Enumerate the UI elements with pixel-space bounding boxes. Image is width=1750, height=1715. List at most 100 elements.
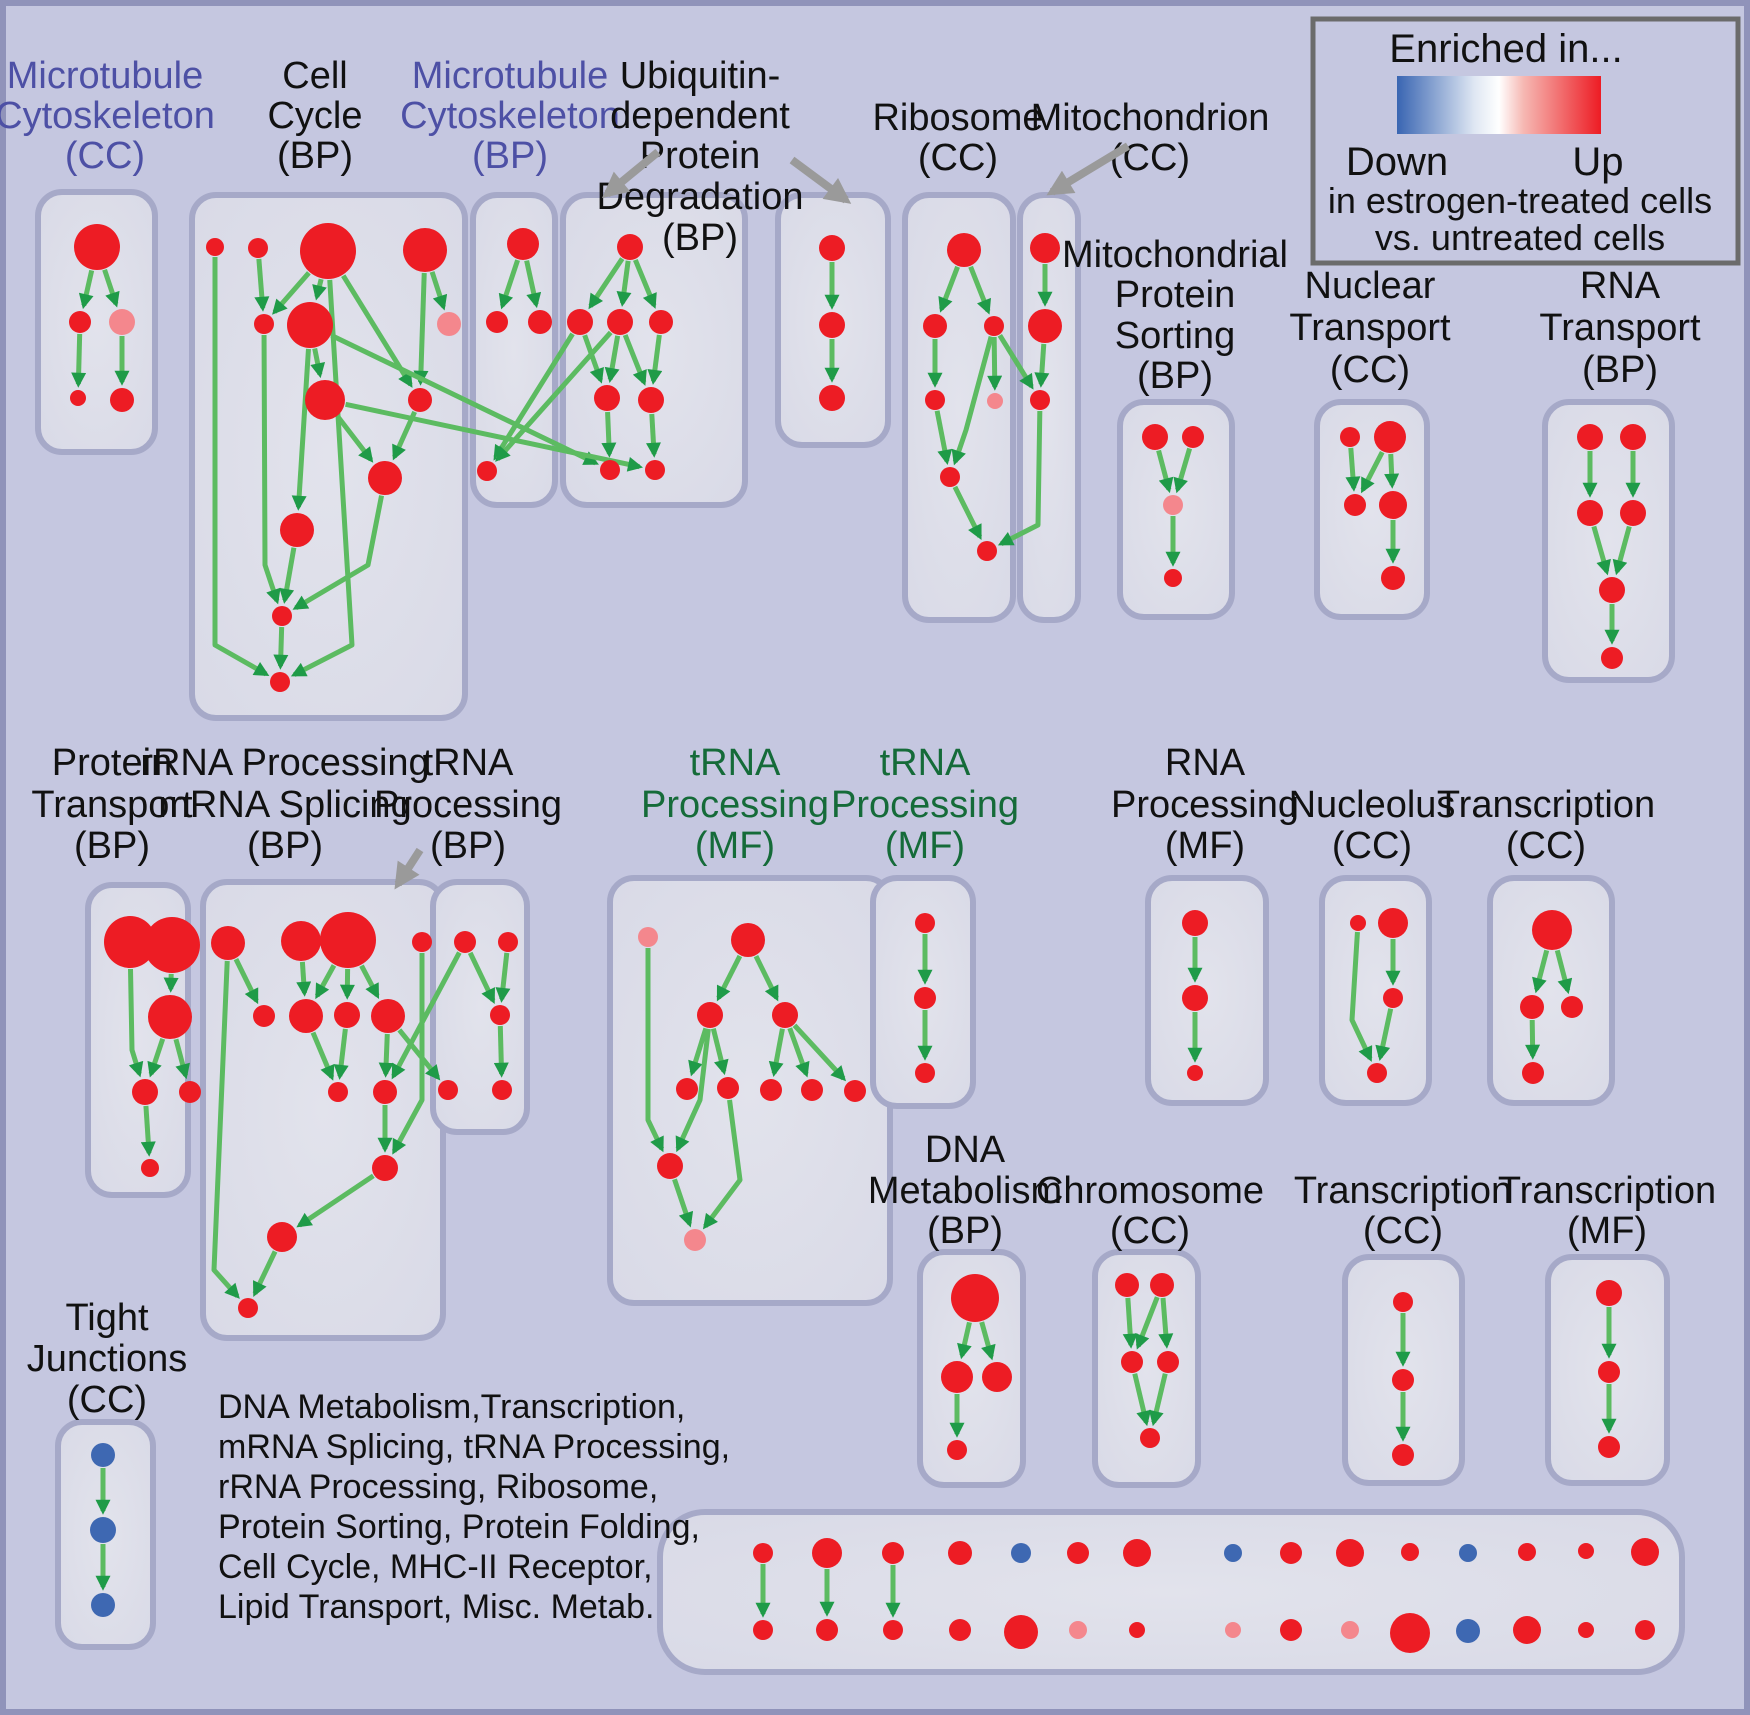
label-pointer-arrow-2 <box>1046 142 1131 196</box>
go-edge <box>1375 1008 1394 1062</box>
go-edge <box>71 333 87 388</box>
go-edge <box>261 334 281 605</box>
nucleolus-node-b <box>1378 908 1408 938</box>
chromosome-label: Chromosome (CC) <box>1036 1170 1264 1252</box>
trna-mf-big-node-lw <box>657 1153 683 1179</box>
cell-cycle-node-G <box>437 312 461 336</box>
legend-title: Enriched in... <box>1389 27 1622 71</box>
rna-proc-mf-node-v1 <box>1182 910 1208 936</box>
ribosome-node-cv <box>940 467 960 487</box>
ubiquitin-node-br <box>645 460 665 480</box>
legend-subtitle-line1: in estrogen-treated cells <box>1328 180 1712 221</box>
ubiquitin-node-mr <box>649 310 673 334</box>
rrna-node-P <box>372 1155 398 1181</box>
go-edge <box>335 415 374 463</box>
nodes-layer <box>69 223 1659 1653</box>
ribosome-label: Ribosome (CC) <box>872 97 1043 179</box>
label-pointer-arrow-1 <box>789 156 852 204</box>
misc-node-s6t <box>1067 1542 1089 1564</box>
go-edge <box>211 960 240 1299</box>
go-edge <box>645 948 665 1153</box>
rrna-node-T2 <box>281 921 321 961</box>
rrna-node-T1 <box>211 926 245 960</box>
go-edge <box>1135 1296 1160 1350</box>
legend-up-label: Up <box>1572 140 1623 184</box>
go-edge <box>291 348 311 511</box>
go-edge <box>647 334 663 385</box>
go-edge <box>102 268 120 308</box>
transcription-cc-mid-box <box>1487 875 1615 1106</box>
misc-node-s7b <box>1129 1622 1145 1638</box>
trna-mf-big-label: tRNA Processing (MF) <box>641 742 829 867</box>
dna-metabolism-node-l <box>941 1361 973 1393</box>
misc-box <box>657 1509 1685 1675</box>
go-edge <box>951 335 994 466</box>
go-edge <box>1384 453 1400 489</box>
legend-down-label: Down <box>1346 140 1448 184</box>
trna-mf-big-node-b3 <box>760 1079 782 1101</box>
ubiquitin-chain-node-c1 <box>819 235 845 261</box>
nucleolus-node-c <box>1383 988 1403 1008</box>
dna-metabolism-box <box>917 1249 1026 1488</box>
rna-proc-mf-label: RNA Processing (MF) <box>1111 742 1299 867</box>
nucleolus-node-a <box>1350 915 1366 931</box>
go-edge <box>128 968 144 1078</box>
ribosome-node-bt <box>977 541 997 561</box>
label-pointer-arrow-3 <box>394 847 424 890</box>
go-edge <box>333 1028 349 1080</box>
misc-node-p1t <box>753 1543 773 1563</box>
transcription-cc-bot-node-v3 <box>1392 1444 1414 1466</box>
microtubule-cc-node-e <box>110 388 134 412</box>
go-edge <box>314 964 337 1000</box>
go-edge <box>310 1031 335 1081</box>
nuclear-transport-node-tl <box>1340 427 1360 447</box>
trna-mf-big-node-b2 <box>717 1077 739 1099</box>
misc-node-s13t <box>1518 1543 1536 1561</box>
go-edge <box>1554 949 1573 995</box>
go-edge <box>710 1027 729 1076</box>
rrna-node-M1 <box>253 1005 275 1027</box>
go-edge <box>378 1033 394 1078</box>
go-edge <box>938 265 960 313</box>
misc-node-s4b <box>949 1619 971 1641</box>
chromosome-node-mr <box>1157 1351 1179 1373</box>
transcription-cc-bot-node-v2 <box>1392 1369 1414 1391</box>
rrna-node-L2 <box>373 1080 397 1104</box>
go-edge <box>1173 447 1193 494</box>
chromosome-node-b <box>1140 1428 1160 1448</box>
chromosome-node-tr <box>1150 1273 1174 1297</box>
nuclear-transport-node-mr <box>1379 491 1407 519</box>
go-edge <box>987 336 1003 391</box>
microtubule-bp-node-bot <box>477 461 497 481</box>
go-edge <box>768 1028 785 1077</box>
legend-subtitle-line2: vs. untreated cells <box>1375 217 1665 258</box>
misc-node-s11b <box>1390 1613 1430 1653</box>
transcription-cc-bot-node-v1 <box>1393 1292 1413 1312</box>
go-edge <box>1132 1373 1152 1427</box>
rrna-node-M2 <box>289 999 323 1033</box>
rna-transport-box <box>1542 399 1675 683</box>
go-edge <box>233 958 259 1005</box>
labels-layer: Microtubule Cytoskeleton (CC) Cell Cycle (BP)… <box>0 16 1741 1626</box>
go-edge <box>524 260 542 309</box>
go-edge <box>702 1099 743 1230</box>
transcription-cc-mid-node-b <box>1522 1062 1544 1084</box>
go-edge <box>173 1038 190 1080</box>
trna-bp-label: tRNA Processing (BP) <box>374 742 562 867</box>
ubiquitin-node-ml <box>567 309 593 335</box>
cell-cycle-node-L <box>280 513 314 547</box>
legend-gradient-bar <box>1397 76 1601 134</box>
go-edge <box>645 413 661 458</box>
transcription-cc-bot-label: Transcription (CC) <box>1294 1170 1512 1252</box>
misc-node-s10t <box>1336 1539 1364 1567</box>
transcription-mf-node-v1 <box>1596 1280 1622 1306</box>
misc-node-s10b <box>1341 1621 1359 1639</box>
transcription-mf-node-v3 <box>1598 1436 1620 1458</box>
tight-junctions-node-j1 <box>91 1443 115 1467</box>
go-edge <box>330 333 599 466</box>
go-edge <box>493 332 575 461</box>
go-edge <box>296 961 312 997</box>
go-edge <box>633 258 657 309</box>
go-edge <box>296 1173 375 1228</box>
